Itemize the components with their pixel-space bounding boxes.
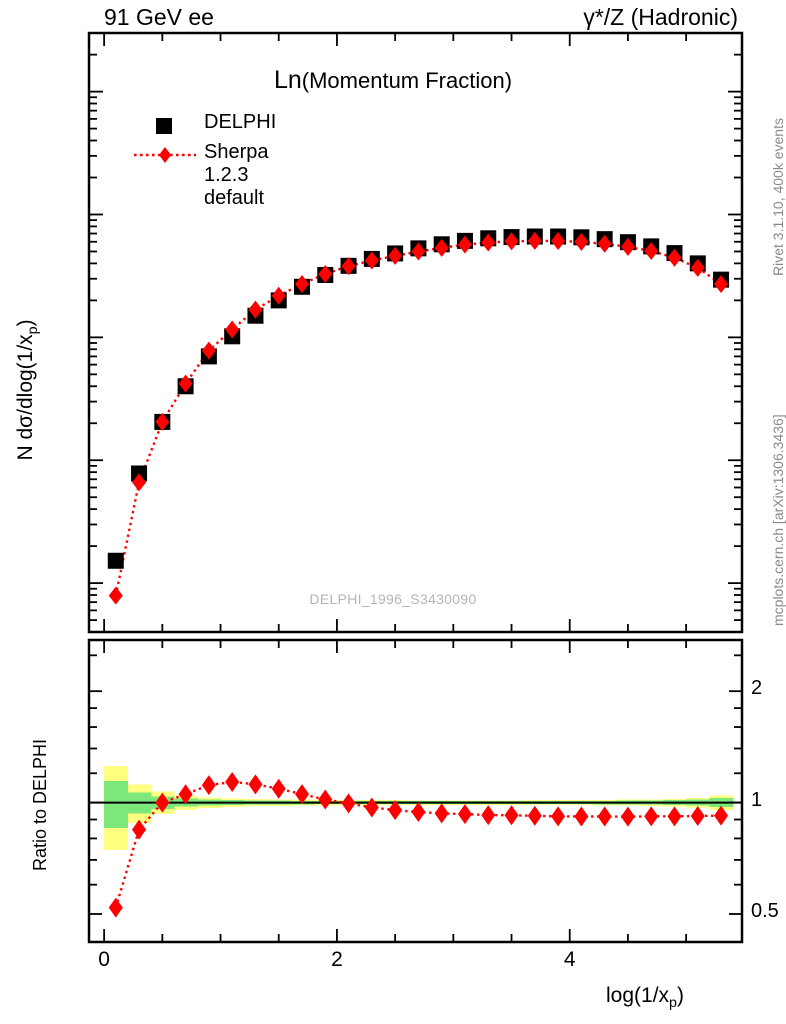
mc-curve-main <box>114 239 722 596</box>
mc-point-sherpa <box>620 237 635 256</box>
plot-title-rest: (Momentum Fraction) <box>301 68 513 93</box>
ratio-point-sherpa <box>504 805 519 826</box>
main-panel-frame <box>87 31 744 634</box>
ratio-point-sherpa <box>644 806 659 827</box>
x-axis-label-sub: p <box>669 995 677 1012</box>
mc-point-sherpa <box>271 286 286 305</box>
ratio-point-sherpa <box>341 793 356 814</box>
legend-marker-diamond-dotted <box>134 147 196 163</box>
ratio-point-sherpa <box>411 802 426 823</box>
x-tick-label: 4 <box>563 948 576 971</box>
mc-point-sherpa <box>667 248 682 267</box>
ratio-point-sherpa <box>364 797 379 818</box>
ratio-point-sherpa <box>318 789 333 810</box>
plot-title: Ln(Momentum Fraction) <box>0 66 786 95</box>
mc-point-sherpa <box>295 274 310 293</box>
mc-point-sherpa <box>388 246 403 265</box>
mc-point-sherpa <box>527 231 542 250</box>
ratio-point-sherpa <box>690 805 705 826</box>
ratio-point-sherpa <box>574 806 589 827</box>
legend-label-delphi: DELPHI <box>204 111 277 133</box>
mc-point-sherpa <box>597 234 612 253</box>
mc-point-sherpa <box>411 242 426 261</box>
legend-marker-square <box>156 118 172 134</box>
legend-label-sherpa: Sherpa 1.2.3 default <box>204 141 269 209</box>
mc-point-sherpa <box>504 232 519 251</box>
mc-point-sherpa <box>481 233 496 252</box>
mc-point-sherpa <box>457 235 472 254</box>
ratio-point-sherpa <box>434 803 449 824</box>
ratio-point-sherpa <box>551 806 566 827</box>
ratio-point-sherpa <box>527 805 542 826</box>
ratio-y-tick-label: 2 <box>751 677 763 700</box>
mc-point-sherpa <box>341 257 356 276</box>
ratio-point-sherpa <box>388 800 403 821</box>
ratio-point-sherpa <box>481 805 496 826</box>
mc-point-sherpa <box>644 241 659 260</box>
ratio-point-sherpa <box>271 778 286 799</box>
ratio-y-tick-label: 0.5 <box>751 899 779 922</box>
plot-title-ln: Ln <box>273 66 302 94</box>
ratio-point-sherpa <box>178 784 193 805</box>
header-beam-energy: 91 GeV ee <box>104 4 214 30</box>
ratio-point-sherpa <box>201 775 216 796</box>
mc-point-sherpa <box>248 300 263 319</box>
x-axis-label-post: ) <box>676 984 684 1007</box>
ratio-point-sherpa <box>620 806 635 827</box>
mc-point-sherpa <box>108 586 123 605</box>
mc-point-sherpa <box>434 238 449 257</box>
mc-point-sherpa <box>201 341 216 360</box>
ratio-point-sherpa <box>248 774 263 795</box>
ratio-point-sherpa <box>714 805 729 826</box>
mc-point-sherpa <box>225 320 240 339</box>
ratio-point-sherpa <box>457 804 472 825</box>
header-process: γ*/Z (Hadronic) <box>583 4 738 30</box>
ratio-point-sherpa <box>155 792 170 813</box>
mc-point-sherpa <box>690 258 705 277</box>
ratio-y-tick-label: 1 <box>751 788 763 811</box>
x-tick-label: 0 <box>98 948 110 971</box>
mc-point-sherpa <box>155 412 170 431</box>
ratio-panel-frame <box>87 638 744 944</box>
mc-point-sherpa <box>551 232 566 251</box>
mc-point-sherpa <box>178 374 193 393</box>
ratio-point-sherpa <box>667 806 682 827</box>
mc-point-sherpa <box>132 473 147 492</box>
ratio-point-sherpa <box>132 819 147 840</box>
x-tick-label: 2 <box>331 948 343 971</box>
mc-point-sherpa <box>714 274 729 293</box>
ratio-point-sherpa <box>597 806 612 827</box>
mc-point-sherpa <box>364 251 379 270</box>
ratio-point-sherpa <box>295 784 310 805</box>
mc-point-sherpa <box>318 264 333 283</box>
dataset-watermark: DELPHI_1996_S3430090 <box>309 591 477 607</box>
ratio-band-inner <box>104 780 129 828</box>
ratio-point-sherpa <box>108 897 123 918</box>
data-point-delphi <box>107 552 124 569</box>
ratio-point-sherpa <box>225 771 240 792</box>
x-axis-label-pre: log(1/x <box>606 984 670 1007</box>
x-axis-label: log(1/xp) <box>606 984 684 1011</box>
mc-point-sherpa <box>574 232 589 251</box>
